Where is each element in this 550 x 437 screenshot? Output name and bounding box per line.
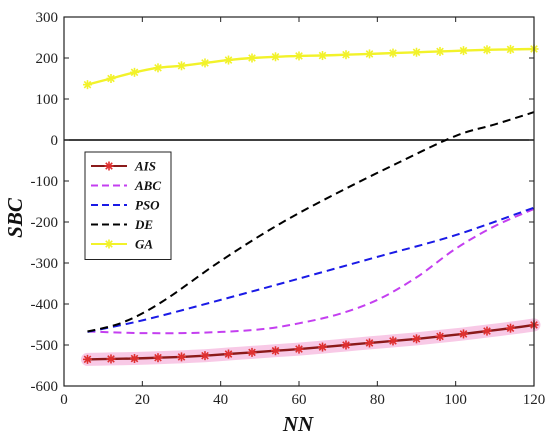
legend-box <box>84 151 172 260</box>
x-tick-label-120: 120 <box>523 392 546 408</box>
series-ga-point-6 <box>224 55 233 65</box>
series-ais-point-12 <box>365 338 374 348</box>
series-ga-point-8 <box>271 52 280 62</box>
series-abc <box>87 207 535 335</box>
y-tick-label--600: -600 <box>31 379 59 395</box>
y-tick-label--200: -200 <box>31 215 59 231</box>
series-ga-point-16 <box>459 46 468 56</box>
x-tick-label-60: 60 <box>292 392 307 408</box>
series-ga-point-9 <box>294 51 304 61</box>
legend-item-ais: AIS <box>91 159 156 174</box>
y-tick-label--500: -500 <box>31 338 59 354</box>
x-tick-label-100: 100 <box>444 392 467 408</box>
y-tick-label-100: 100 <box>36 92 59 108</box>
series-ais-point-17 <box>482 326 492 336</box>
y-tick-label--100: -100 <box>31 174 59 190</box>
series-ga-point-1 <box>106 74 116 83</box>
legend: AIS ABC PSO DE GA <box>84 151 172 260</box>
series-ais-point-7 <box>247 347 257 357</box>
y-tick-label-300: 300 <box>36 10 59 26</box>
series-ga-point-14 <box>412 47 421 57</box>
y-tick-label-200: 200 <box>36 51 59 67</box>
series-ais-point-5 <box>200 351 210 361</box>
series-ga-line <box>87 47 535 86</box>
series-ais-point-13 <box>388 336 398 346</box>
legend-item-ga: GA <box>91 237 153 252</box>
legend-label-de: DE <box>134 217 153 232</box>
series-de-line <box>87 111 535 333</box>
series-de <box>87 111 535 333</box>
series-ga-point-17 <box>482 45 492 55</box>
series-ga-point-3 <box>153 63 163 73</box>
y-axis-title: SBC <box>3 197 27 238</box>
y-tick-label--400: -400 <box>31 297 59 313</box>
series-ga-point-15 <box>435 46 445 56</box>
series-ais-point-0 <box>83 354 92 364</box>
series-ais-point-10 <box>318 342 327 352</box>
series-ga-point-7 <box>247 53 257 63</box>
series-ais-point-3 <box>153 353 163 363</box>
series-ais-point-18 <box>506 323 515 333</box>
series-pso-line <box>87 206 535 333</box>
legend-label-ais: AIS <box>134 159 156 174</box>
series-ais-point-14 <box>412 334 421 344</box>
legend-label-ga: GA <box>135 237 153 252</box>
x-tick-label-80: 80 <box>370 392 385 408</box>
y-tick-label--300: -300 <box>31 256 59 272</box>
legend-label-pso: PSO <box>135 198 160 213</box>
series-ais <box>81 318 541 366</box>
series-ais-point-4 <box>177 352 186 362</box>
series-ga-point-18 <box>506 44 515 54</box>
series-ais-point-8 <box>271 346 280 356</box>
series-ais-point-16 <box>459 329 468 339</box>
series-ais-point-11 <box>341 340 351 350</box>
series-ga-point-2 <box>130 67 139 77</box>
plot-area <box>64 44 541 366</box>
series-ga-point-12 <box>365 49 374 59</box>
x-tick-label-0: 0 <box>60 392 68 408</box>
legend-marker-ais <box>104 161 114 171</box>
x-axis-title: NN <box>282 412 314 436</box>
series-ais-point-9 <box>294 344 304 354</box>
legend-label-abc: ABC <box>134 178 161 193</box>
series-ais-point-6 <box>224 349 233 359</box>
series-ga-point-5 <box>200 58 210 68</box>
series-abc-line <box>87 207 535 335</box>
series-pso <box>87 206 535 333</box>
x-tick-label-40: 40 <box>213 392 228 408</box>
axes: 0 20 40 60 80 100 120 -600 -500 -400 -300 -200 -100 0… <box>31 10 546 408</box>
series-ais-band <box>81 318 541 366</box>
legend-item-pso: PSO <box>91 198 160 213</box>
series-ga-point-0 <box>83 80 92 90</box>
series-ais-point-1 <box>106 354 116 364</box>
series-ga <box>83 44 539 90</box>
legend-marker-ga <box>104 239 114 249</box>
series-ga-point-10 <box>318 51 327 61</box>
series-ga-point-13 <box>388 48 398 58</box>
x-tick-label-20: 20 <box>135 392 150 408</box>
series-ga-point-11 <box>341 50 351 60</box>
legend-item-abc: ABC <box>91 178 161 193</box>
y-tick-label-0: 0 <box>51 133 59 149</box>
series-ais-point-2 <box>130 354 139 364</box>
series-ais-point-15 <box>435 331 445 341</box>
legend-item-de: DE <box>91 217 153 232</box>
series-ga-point-4 <box>177 61 186 71</box>
